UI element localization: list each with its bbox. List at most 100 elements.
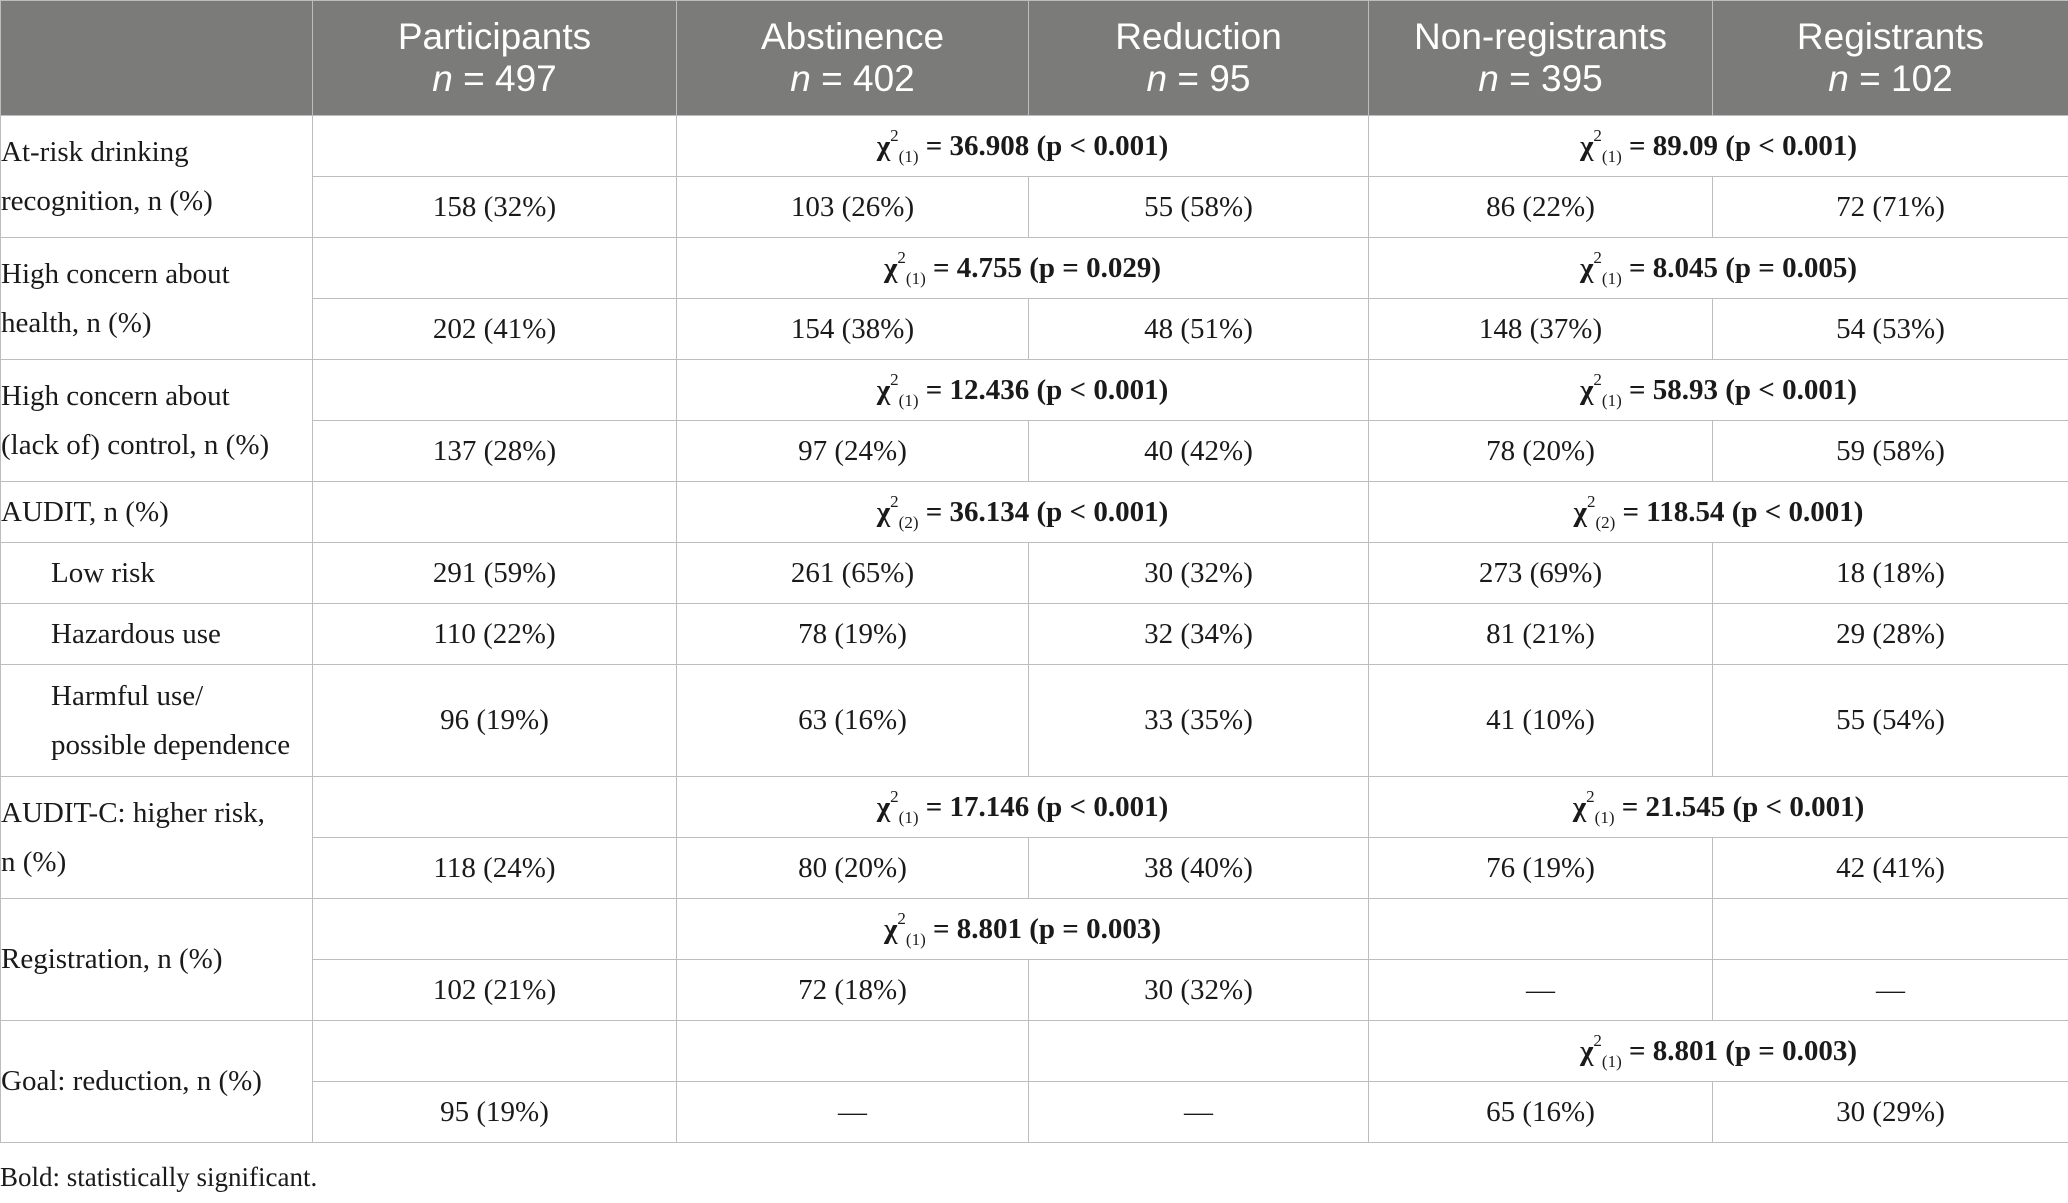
empty-cell [312,481,677,543]
table-row: 202 (41%) 154 (38%) 48 (51%) 148 (37%) 5… [1,298,2068,360]
value-cell: 118 (24%) [312,837,677,899]
value-cell: 78 (20%) [1368,420,1713,482]
header-row: Participants n = 497 Abstinence n = 402 … [0,0,2068,116]
value-cell: — [1028,1081,1369,1143]
value-cell: 102 (21%) [312,959,677,1021]
value-cell: 148 (37%) [1368,298,1713,360]
value-cell: 110 (22%) [312,603,677,665]
table-row: Goal: reduction, n (%) χ2(1) = 8.801 (p … [0,1020,2068,1143]
value-cell: 29 (28%) [1712,603,2068,665]
value-cell: 48 (51%) [1028,298,1369,360]
value-cell: 30 (32%) [1028,542,1369,604]
row-label-audit-c: AUDIT-C: higher risk, n (%) [0,776,313,899]
table-row: Registration, n (%) χ2(1) = 8.801 (p = 0… [0,898,2068,1021]
empty-cell [676,1020,1029,1082]
value-cell: 54 (53%) [1712,298,2068,360]
value-cell: 291 (59%) [312,542,677,604]
chi-square-registration: χ2(1) = 58.93 (p < 0.001) [1368,359,2068,421]
empty-cell [1712,898,2068,960]
header-abstinence: Abstinence n = 402 [676,0,1029,116]
empty-cell [312,898,677,960]
value-cell: 95 (19%) [312,1081,677,1143]
value-cell: 273 (69%) [1368,542,1713,604]
row-label-harmful-use: Harmful use/possible dependence [0,664,313,777]
empty-cell [312,776,677,838]
chi-square-goal: χ2(1) = 36.908 (p < 0.001) [676,115,1369,177]
value-cell: 76 (19%) [1368,837,1713,899]
table-row: High concern about (lack of) control, n (… [0,359,2068,482]
value-cell: 30 (29%) [1712,1081,2068,1143]
value-cell: 81 (21%) [1368,603,1713,665]
value-cell: 40 (42%) [1028,420,1369,482]
row-label-goal-reduction: Goal: reduction, n (%) [0,1020,313,1143]
value-cell: — [1712,959,2068,1021]
header-blank [0,0,313,116]
table-row: Harmful use/possible dependence 96 (19%)… [0,664,2068,777]
header-participants: Participants n = 497 [312,0,677,116]
value-cell: 63 (16%) [676,664,1029,777]
table-row: AUDIT-C: higher risk, n (%) χ2(1) = 17.14… [0,776,2068,899]
value-cell: 72 (71%) [1712,176,2068,238]
empty-cell [312,1020,677,1082]
value-cell: 261 (65%) [676,542,1029,604]
table-row: High concern about health, n (%) χ2(1) = … [0,237,2068,360]
value-cell: 30 (32%) [1028,959,1369,1021]
value-cell: 103 (26%) [676,176,1029,238]
table-row: 137 (28%) 97 (24%) 40 (42%) 78 (20%) 59 … [1,420,2068,482]
table-row: At-risk drinking recognition, n (%) χ2(1)… [0,115,2068,238]
value-cell: 154 (38%) [676,298,1029,360]
empty-cell [312,359,677,421]
chi-square-goal: χ2(1) = 12.436 (p < 0.001) [676,359,1369,421]
row-label-low-risk: Low risk [0,542,313,604]
empty-cell [1028,1020,1369,1082]
chi-square-registration: χ2(1) = 8.045 (p = 0.005) [1368,237,2068,299]
header-non-registrants: Non-registrants n = 395 [1368,0,1713,116]
value-cell: 78 (19%) [676,603,1029,665]
header-reduction: Reduction n = 95 [1028,0,1369,116]
row-label-registration: Registration, n (%) [0,898,313,1021]
table-footnote: Bold: statistically significant. [0,1162,318,1192]
chi-square-goal: χ2(1) = 4.755 (p = 0.029) [676,237,1369,299]
chi-square-registration: χ2(2) = 118.54 (p < 0.001) [1368,481,2068,543]
value-cell: 59 (58%) [1712,420,2068,482]
value-cell: 18 (18%) [1712,542,2068,604]
row-label-audit: AUDIT, n (%) [0,481,313,543]
row-label-control: High concern about (lack of) control, n (… [0,359,313,482]
value-cell: 137 (28%) [312,420,677,482]
results-table: Participants n = 497 Abstinence n = 402 … [0,0,2068,1143]
table-row: 102 (21%) 72 (18%) 30 (32%) — — [1,959,2068,1021]
value-cell: 72 (18%) [676,959,1029,1021]
chi-square-registration: χ2(1) = 8.801 (p = 0.003) [1368,1020,2068,1082]
value-cell: 65 (16%) [1368,1081,1713,1143]
chi-square-registration: χ2(1) = 21.545 (p < 0.001) [1368,776,2068,838]
value-cell: 55 (58%) [1028,176,1369,238]
row-label-at-risk: At-risk drinking recognition, n (%) [0,115,313,238]
value-cell: 158 (32%) [312,176,677,238]
table-row: 118 (24%) 80 (20%) 38 (40%) 76 (19%) 42 … [1,837,2068,899]
chi-square-goal: χ2(1) = 17.146 (p < 0.001) [676,776,1369,838]
value-cell: 202 (41%) [312,298,677,360]
value-cell: 80 (20%) [676,837,1029,899]
value-cell: 96 (19%) [312,664,677,777]
table-row: Hazardous use 110 (22%) 78 (19%) 32 (34%… [0,603,2068,665]
value-cell: 38 (40%) [1028,837,1369,899]
chi-square-goal: χ2(2) = 36.134 (p < 0.001) [676,481,1369,543]
row-label-health: High concern about health, n (%) [0,237,313,360]
header-registrants: Registrants n = 102 [1712,0,2068,116]
empty-cell [1368,898,1713,960]
table-row: Low risk 291 (59%) 261 (65%) 30 (32%) 27… [0,542,2068,604]
empty-cell [312,115,677,177]
value-cell: 42 (41%) [1712,837,2068,899]
value-cell: — [1368,959,1713,1021]
value-cell: 55 (54%) [1712,664,2068,777]
value-cell: 97 (24%) [676,420,1029,482]
value-cell: 33 (35%) [1028,664,1369,777]
chi-square-goal: χ2(1) = 8.801 (p = 0.003) [676,898,1369,960]
value-cell: 86 (22%) [1368,176,1713,238]
empty-cell [312,237,677,299]
value-cell: — [676,1081,1029,1143]
table-row: 95 (19%) — — 65 (16%) 30 (29%) [1,1081,2068,1143]
value-cell: 41 (10%) [1368,664,1713,777]
row-label-hazardous-use: Hazardous use [0,603,313,665]
chi-square-registration: χ2(1) = 89.09 (p < 0.001) [1368,115,2068,177]
